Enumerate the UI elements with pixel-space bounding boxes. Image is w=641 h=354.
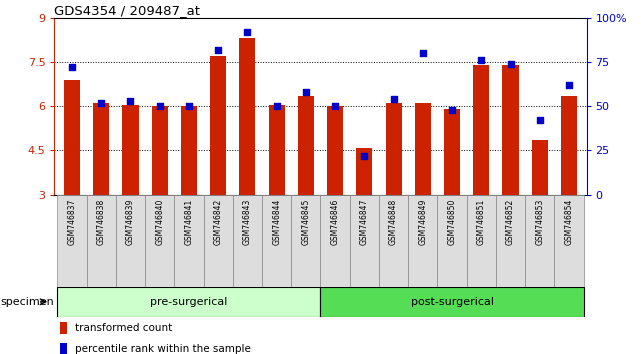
- Bar: [385, 103, 402, 195]
- Bar: [320, 287, 583, 317]
- Text: GSM746849: GSM746849: [419, 198, 428, 245]
- Bar: [327, 106, 343, 195]
- Bar: [145, 195, 174, 287]
- Text: specimen: specimen: [0, 297, 54, 307]
- Point: [301, 89, 311, 95]
- Bar: [262, 195, 291, 287]
- Text: GSM746846: GSM746846: [331, 198, 340, 245]
- Text: GSM746847: GSM746847: [360, 198, 369, 245]
- Bar: [64, 80, 80, 195]
- Bar: [356, 148, 372, 195]
- Bar: [496, 195, 525, 287]
- Point: [242, 29, 253, 35]
- Point: [96, 100, 106, 105]
- Bar: [503, 65, 519, 195]
- Bar: [181, 106, 197, 195]
- Point: [154, 103, 165, 109]
- Bar: [269, 105, 285, 195]
- Text: GSM746842: GSM746842: [213, 198, 222, 245]
- Bar: [291, 195, 320, 287]
- Point: [213, 47, 223, 52]
- Text: transformed count: transformed count: [75, 323, 172, 333]
- Bar: [174, 195, 204, 287]
- Text: GSM746841: GSM746841: [185, 198, 194, 245]
- Bar: [531, 140, 548, 195]
- Bar: [467, 195, 496, 287]
- Bar: [152, 106, 168, 195]
- Bar: [87, 195, 116, 287]
- Bar: [210, 56, 226, 195]
- Point: [67, 64, 77, 70]
- Bar: [60, 322, 67, 334]
- Bar: [298, 96, 314, 195]
- Bar: [320, 195, 350, 287]
- Text: percentile rank within the sample: percentile rank within the sample: [75, 344, 251, 354]
- Text: GSM746848: GSM746848: [389, 198, 398, 245]
- Point: [564, 82, 574, 88]
- Text: GDS4354 / 209487_at: GDS4354 / 209487_at: [54, 4, 201, 17]
- Bar: [379, 195, 408, 287]
- Point: [447, 107, 457, 113]
- Text: GSM746838: GSM746838: [97, 198, 106, 245]
- Point: [476, 57, 487, 63]
- Text: GSM746844: GSM746844: [272, 198, 281, 245]
- Bar: [204, 195, 233, 287]
- Bar: [233, 195, 262, 287]
- Bar: [93, 103, 110, 195]
- Bar: [408, 195, 437, 287]
- Bar: [350, 195, 379, 287]
- Point: [359, 153, 369, 159]
- Text: GSM746852: GSM746852: [506, 198, 515, 245]
- Text: GSM746843: GSM746843: [243, 198, 252, 245]
- Point: [418, 50, 428, 56]
- Bar: [554, 195, 583, 287]
- Bar: [239, 38, 256, 195]
- Text: GSM746840: GSM746840: [155, 198, 164, 245]
- Bar: [122, 105, 138, 195]
- Text: pre-surgerical: pre-surgerical: [150, 297, 228, 307]
- Text: GSM746839: GSM746839: [126, 198, 135, 245]
- Point: [388, 96, 399, 102]
- Point: [535, 118, 545, 123]
- Point: [505, 61, 515, 67]
- Bar: [473, 65, 489, 195]
- Bar: [444, 109, 460, 195]
- Bar: [415, 103, 431, 195]
- Text: GSM746845: GSM746845: [301, 198, 310, 245]
- Point: [330, 103, 340, 109]
- Bar: [437, 195, 467, 287]
- Point: [272, 103, 282, 109]
- Bar: [58, 195, 87, 287]
- Bar: [60, 343, 67, 354]
- Text: GSM746851: GSM746851: [477, 198, 486, 245]
- Bar: [561, 96, 577, 195]
- Text: GSM746854: GSM746854: [565, 198, 574, 245]
- Bar: [58, 287, 320, 317]
- Text: GSM746837: GSM746837: [67, 198, 76, 245]
- Bar: [116, 195, 145, 287]
- Point: [184, 103, 194, 109]
- Point: [126, 98, 136, 104]
- Text: post-surgerical: post-surgerical: [410, 297, 494, 307]
- Text: GSM746850: GSM746850: [447, 198, 456, 245]
- Text: GSM746853: GSM746853: [535, 198, 544, 245]
- Bar: [525, 195, 554, 287]
